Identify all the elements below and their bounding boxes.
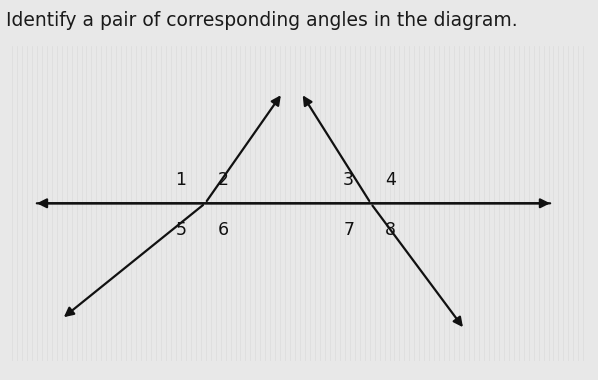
- Text: 6: 6: [217, 220, 228, 239]
- Text: 5: 5: [175, 220, 187, 239]
- Text: 4: 4: [385, 171, 396, 189]
- Text: Identify a pair of corresponding angles in the diagram.: Identify a pair of corresponding angles …: [6, 11, 518, 30]
- Text: 8: 8: [385, 220, 396, 239]
- Text: 3: 3: [343, 171, 354, 189]
- Text: 7: 7: [343, 220, 354, 239]
- Text: 2: 2: [217, 171, 228, 189]
- Text: 1: 1: [175, 171, 187, 189]
